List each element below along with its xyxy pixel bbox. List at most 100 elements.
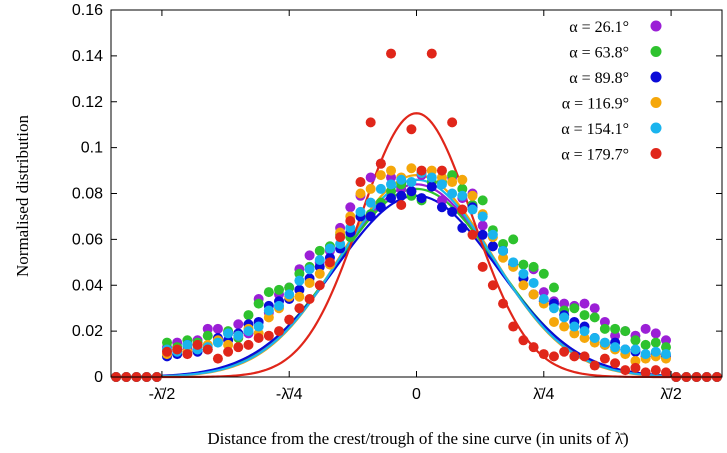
data-point-series-6	[630, 362, 641, 373]
y-tick-label: 0.02	[72, 323, 103, 340]
data-point-series-6	[620, 365, 631, 376]
data-point-series-2	[284, 282, 295, 293]
data-point-series-6	[487, 280, 498, 291]
x-tick-label: 0	[412, 386, 421, 403]
legend: α = 26.1° α = 63.8° α = 89.8° α = 116.9° α =…	[561, 19, 662, 164]
data-point-series-1	[538, 287, 549, 298]
data-point-series-6	[508, 321, 519, 332]
data-point-series-6	[304, 294, 315, 305]
fit-curve-series-3	[110, 194, 723, 378]
data-point-series-3	[457, 222, 468, 233]
data-point-series-6	[559, 346, 570, 357]
data-point-series-5	[589, 333, 600, 344]
data-point-series-6	[589, 360, 600, 371]
x-tick-label: λ̄/4	[533, 386, 554, 403]
data-point-series-2	[538, 268, 549, 279]
data-point-series-1	[610, 330, 621, 341]
legend-marker-series-6	[650, 148, 662, 159]
data-point-series-6	[599, 353, 610, 364]
data-point-series-2	[508, 234, 519, 245]
axis-ticks: 0 0.02 0.04 0.06 0.08 0.1 0.12 0.14 0.16 -λ̄/2 -λ̄…	[72, 2, 722, 403]
data-point-series-6	[640, 367, 651, 378]
data-point-series-4	[467, 190, 478, 201]
data-point-series-5	[538, 294, 549, 305]
data-point-series-5	[263, 305, 274, 316]
data-point-series-2	[314, 245, 325, 256]
data-point-series-6	[660, 367, 671, 378]
legend-marker-series-5	[650, 122, 662, 134]
data-point-series-6	[162, 346, 173, 357]
data-point-series-6	[447, 117, 458, 128]
data-point-series-2	[202, 330, 213, 341]
data-point-series-4	[457, 174, 468, 185]
data-point-series-6	[498, 298, 509, 309]
data-point-series-6	[477, 261, 488, 272]
data-point-series-2	[650, 337, 661, 348]
data-point-series-5	[345, 222, 356, 233]
data-point-series-5	[467, 204, 478, 215]
data-point-series-4	[386, 165, 397, 176]
data-point-series-6	[386, 48, 397, 59]
legend-label-series-6: α = 179.7°	[561, 147, 629, 164]
data-point-series-3	[426, 181, 437, 192]
data-point-series-4	[426, 165, 437, 176]
fit-curve-series-1	[110, 183, 723, 379]
legend-label-series-3: α = 89.8°	[569, 70, 629, 87]
data-point-series-4	[447, 177, 458, 188]
data-point-series-6	[538, 349, 549, 360]
data-point-series-3	[396, 190, 407, 201]
data-point-series-4	[630, 355, 641, 366]
data-point-series-4	[294, 291, 305, 302]
data-point-series-6	[436, 165, 447, 176]
data-point-series-2	[294, 268, 305, 279]
data-point-series-6	[335, 232, 346, 243]
data-point-series-6	[355, 177, 366, 188]
y-tick-label: 0	[94, 369, 103, 386]
data-point-series-5	[314, 255, 325, 266]
data-point-series-6	[172, 344, 183, 355]
data-point-series-4	[223, 339, 234, 350]
data-point-series-5	[548, 303, 559, 314]
data-point-series-2	[548, 282, 559, 293]
legend-label-series-5: α = 154.1°	[561, 121, 629, 138]
data-point-series-5	[569, 321, 580, 332]
legend-label-series-1: α = 26.1°	[569, 19, 629, 36]
data-point-series-5	[436, 179, 447, 190]
data-point-series-5	[640, 349, 651, 360]
data-point-series-5	[233, 330, 244, 341]
data-point-series-2	[518, 259, 529, 270]
data-point-series-4	[569, 328, 580, 339]
data-point-series-4	[559, 321, 570, 332]
data-point-series-6	[233, 342, 244, 353]
data-point-series-1	[599, 316, 610, 327]
data-point-series-3	[416, 193, 427, 204]
data-point-series-4	[355, 188, 366, 199]
data-point-series-6	[650, 365, 661, 376]
data-point-series-5	[559, 312, 570, 323]
data-point-series-2	[640, 339, 651, 350]
data-point-series-5	[518, 268, 529, 279]
data-point-series-6	[223, 346, 234, 357]
data-point-series-5	[396, 174, 407, 185]
x-tick-label: -λ̄/4	[276, 386, 303, 403]
legend-label-series-2: α = 63.8°	[569, 45, 629, 62]
y-tick-label: 0.12	[72, 94, 103, 111]
data-point-series-6	[610, 358, 621, 369]
data-point-series-6	[284, 314, 295, 325]
data-point-series-5	[599, 337, 610, 348]
data-point-series-2	[386, 186, 397, 197]
data-point-series-1	[589, 303, 600, 314]
data-point-series-5	[253, 321, 264, 332]
data-point-series-6	[212, 353, 223, 364]
data-point-series-2	[447, 170, 458, 181]
data-point-series-4	[406, 163, 417, 174]
data-point-series-2	[274, 284, 285, 295]
legend-marker-series-4	[650, 97, 662, 108]
data-point-series-6	[294, 303, 305, 314]
data-point-series-5	[610, 342, 621, 353]
data-point-series-5	[508, 257, 519, 268]
data-point-series-3	[365, 211, 376, 222]
data-point-series-6	[243, 339, 254, 350]
data-point-series-6	[263, 330, 274, 341]
data-point-series-6	[396, 199, 407, 210]
